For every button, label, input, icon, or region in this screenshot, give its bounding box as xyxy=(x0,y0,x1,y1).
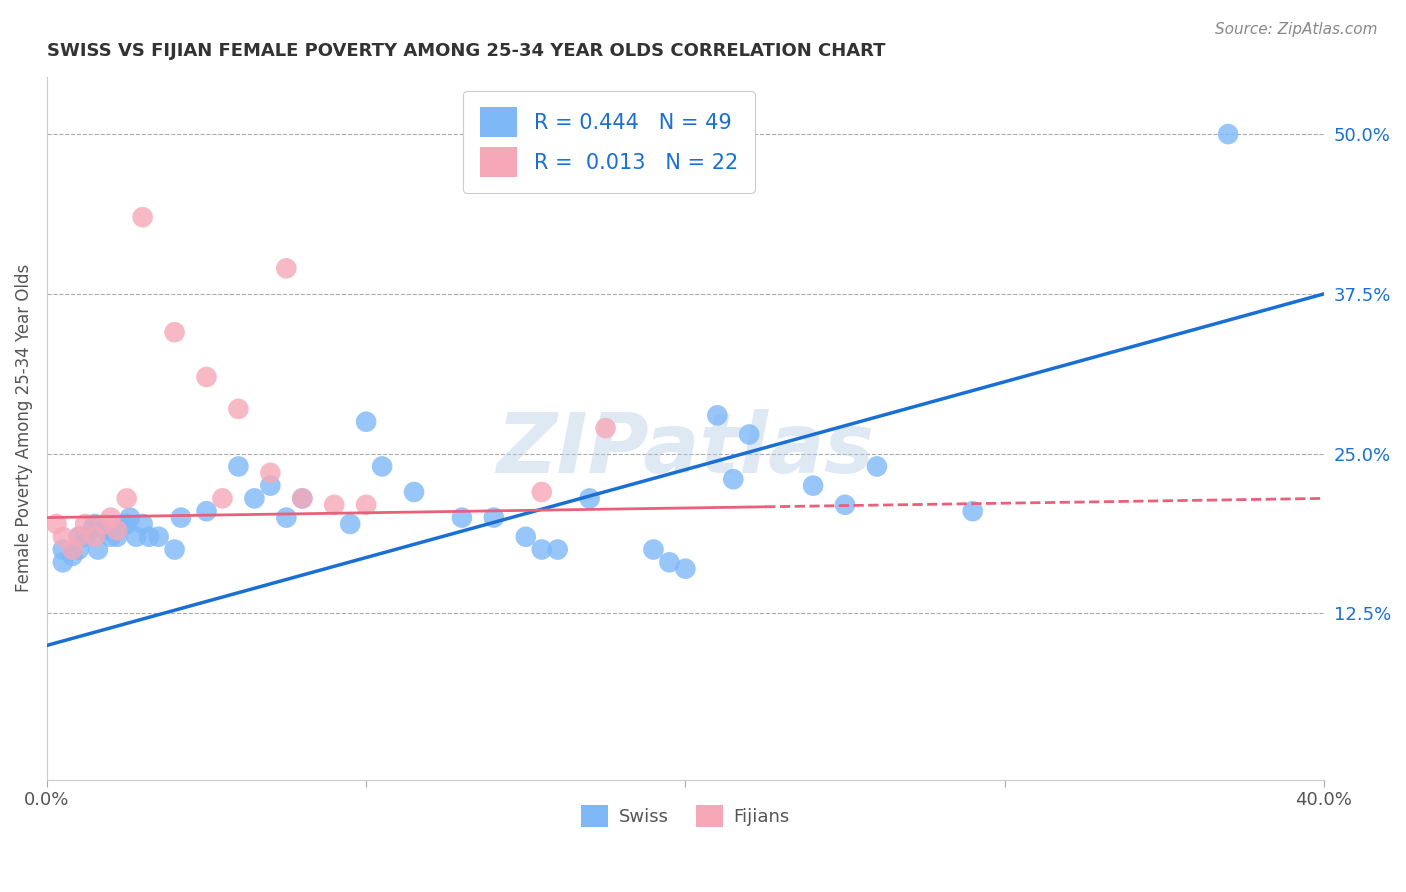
Point xyxy=(228,401,250,416)
Text: SWISS VS FIJIAN FEMALE POVERTY AMONG 25-34 YEAR OLDS CORRELATION CHART: SWISS VS FIJIAN FEMALE POVERTY AMONG 25-… xyxy=(46,42,886,60)
Point xyxy=(673,562,696,576)
Point xyxy=(291,491,314,506)
Point xyxy=(62,542,84,557)
Point xyxy=(291,491,314,506)
Point xyxy=(45,516,67,531)
Point xyxy=(80,524,103,538)
Point xyxy=(243,491,266,506)
Point xyxy=(643,542,665,557)
Point xyxy=(706,409,728,423)
Point xyxy=(276,261,298,276)
Point xyxy=(595,421,617,435)
Point xyxy=(131,210,153,224)
Point xyxy=(195,370,218,384)
Point xyxy=(62,549,84,563)
Point xyxy=(118,510,141,524)
Point xyxy=(83,516,105,531)
Point xyxy=(67,542,90,557)
Point xyxy=(723,472,745,486)
Point xyxy=(738,427,761,442)
Point xyxy=(163,325,186,339)
Point xyxy=(100,510,122,524)
Point xyxy=(67,530,90,544)
Point xyxy=(866,459,889,474)
Point xyxy=(1216,127,1239,141)
Point xyxy=(371,459,394,474)
Point xyxy=(75,530,97,544)
Legend: Swiss, Fijians: Swiss, Fijians xyxy=(574,797,797,834)
Point xyxy=(52,530,75,544)
Point xyxy=(259,478,281,492)
Point xyxy=(125,530,148,544)
Point xyxy=(87,542,110,557)
Point xyxy=(354,415,377,429)
Point xyxy=(354,498,377,512)
Point xyxy=(530,485,553,500)
Y-axis label: Female Poverty Among 25-34 Year Olds: Female Poverty Among 25-34 Year Olds xyxy=(15,264,32,592)
Point xyxy=(578,491,600,506)
Point xyxy=(75,516,97,531)
Point xyxy=(482,510,505,524)
Point xyxy=(115,491,138,506)
Point xyxy=(801,478,824,492)
Point xyxy=(530,542,553,557)
Point xyxy=(112,516,135,531)
Point xyxy=(547,542,569,557)
Point xyxy=(105,530,128,544)
Point xyxy=(195,504,218,518)
Point xyxy=(115,516,138,531)
Point xyxy=(170,510,193,524)
Text: ZIPatlas: ZIPatlas xyxy=(496,409,875,490)
Text: Source: ZipAtlas.com: Source: ZipAtlas.com xyxy=(1215,22,1378,37)
Point xyxy=(105,524,128,538)
Point xyxy=(515,530,537,544)
Point xyxy=(339,516,361,531)
Point xyxy=(100,530,122,544)
Point xyxy=(131,516,153,531)
Point xyxy=(93,524,115,538)
Point xyxy=(402,485,425,500)
Point xyxy=(138,530,160,544)
Point xyxy=(93,516,115,531)
Point xyxy=(259,466,281,480)
Point xyxy=(148,530,170,544)
Point xyxy=(105,524,128,538)
Point xyxy=(163,542,186,557)
Point xyxy=(834,498,856,512)
Point xyxy=(451,510,474,524)
Point xyxy=(83,530,105,544)
Point xyxy=(962,504,984,518)
Point xyxy=(52,542,75,557)
Point xyxy=(276,510,298,524)
Point xyxy=(211,491,233,506)
Point xyxy=(52,555,75,569)
Point xyxy=(228,459,250,474)
Point xyxy=(323,498,346,512)
Point xyxy=(658,555,681,569)
Point xyxy=(67,530,90,544)
